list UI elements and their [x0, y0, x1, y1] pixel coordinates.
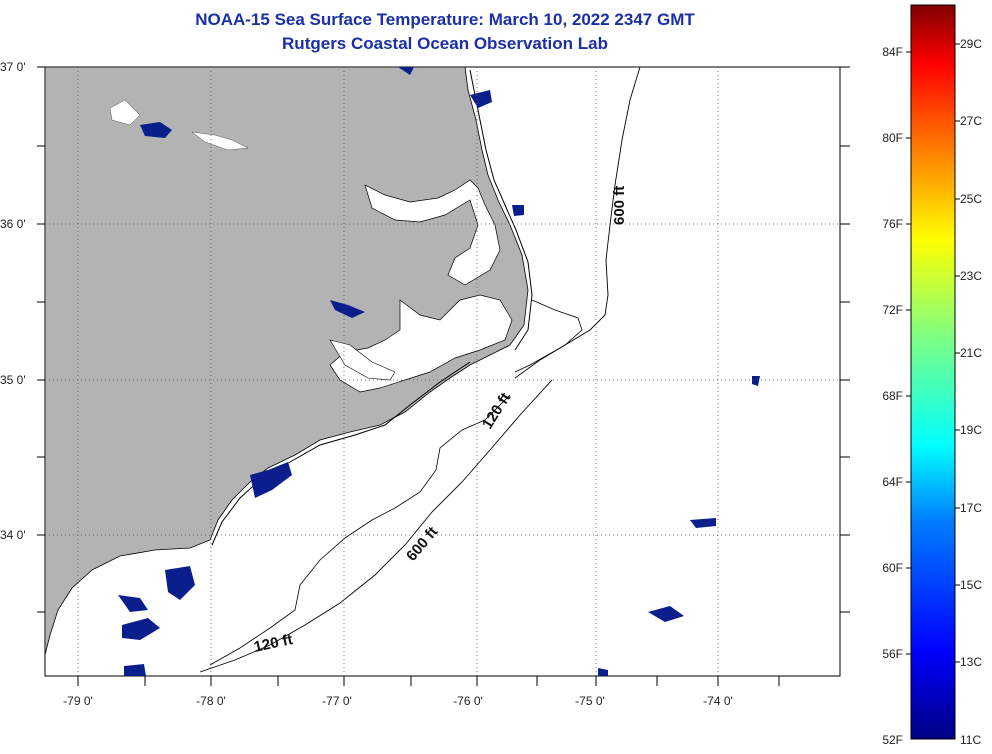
colorbar-label-19c: 19C [960, 423, 982, 437]
sst-cold-patches [118, 67, 760, 676]
colorbar-label-21c: 21C [960, 346, 982, 360]
cloud-mask-patches [109, 99, 249, 151]
colorbar-label-13c: 13C [960, 655, 982, 669]
lon-label-78: -78 0' [196, 694, 226, 708]
colorbar-label-84f: 84F [882, 45, 903, 59]
colorbar-label-60f: 60F [882, 561, 903, 575]
lat-label-36: 36 0' [0, 217, 26, 231]
colorbar-label-15c: 15C [960, 578, 982, 592]
colorbar-label-64f: 64F [882, 475, 903, 489]
contour-120ft-north [514, 299, 583, 379]
axis-ticks [37, 66, 850, 686]
lon-label-76: -76 0' [453, 694, 483, 708]
colorbar-label-52f: 52F [882, 733, 903, 747]
albemarle-sound [364, 179, 501, 286]
outer-banks [469, 69, 533, 351]
colorbar-label-56f: 56F [882, 647, 903, 661]
colorbar-label-25c: 25C [960, 192, 982, 206]
colorbar [910, 4, 956, 740]
map-subtitle: Rutgers Coastal Ocean Observation Lab [282, 34, 608, 53]
neuse-river [329, 339, 396, 381]
lat-lon-grid [45, 67, 840, 676]
colorbar-label-23c: 23C [960, 269, 982, 283]
contour-600ft-south [199, 379, 553, 673]
lat-label-37: 37 0' [0, 60, 26, 74]
lat-label-34: 34 0' [0, 528, 26, 542]
map-title: NOAA-15 Sea Surface Temperature: March 1… [195, 10, 695, 29]
lon-label-77: -77 0' [322, 694, 352, 708]
lon-label-79: -79 0' [63, 694, 93, 708]
colorbar-label-29c: 29C [960, 37, 982, 51]
colorbar-label-27c: 27C [960, 114, 982, 128]
colorbar-label-68f: 68F [882, 389, 903, 403]
contour-label-600ft-north: 600 ft [611, 186, 628, 225]
colorbar-label-80f: 80F [882, 131, 903, 145]
colorbar-label-11c: 11C [960, 733, 981, 747]
lon-label-74: -74 0' [703, 694, 733, 708]
colorbar-ticks [906, 43, 960, 663]
colorbar-label-17c: 17C [960, 501, 982, 515]
colorbar-label-76f: 76F [882, 217, 903, 231]
lat-label-35: 35 0' [0, 373, 26, 387]
colorbar-label-72f: 72F [882, 303, 903, 317]
lon-label-75: -75 0' [575, 694, 605, 708]
southern-barriers [211, 361, 471, 546]
contour-120ft-south [209, 394, 511, 666]
